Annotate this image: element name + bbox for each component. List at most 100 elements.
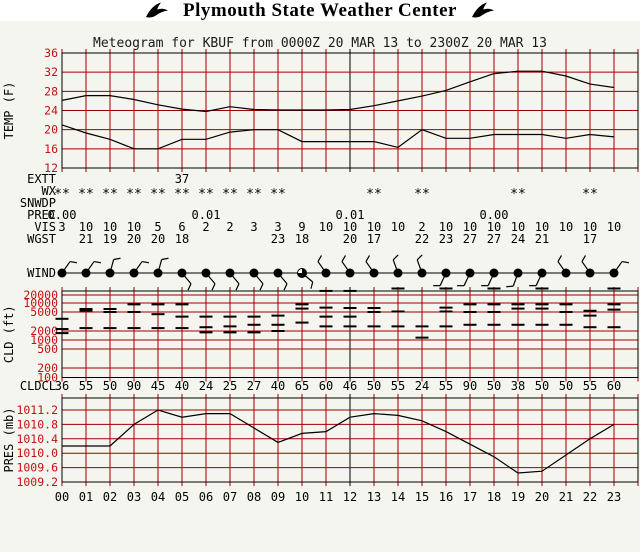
svg-text:18: 18 bbox=[487, 490, 501, 504]
svg-text:9: 9 bbox=[298, 220, 305, 234]
svg-text:20: 20 bbox=[343, 232, 357, 246]
svg-text:0.00: 0.00 bbox=[480, 208, 509, 222]
svg-text:3: 3 bbox=[250, 220, 257, 234]
pressure-line bbox=[62, 409, 615, 474]
svg-text:EXTT: EXTT bbox=[27, 172, 56, 186]
svg-text:20000: 20000 bbox=[23, 288, 58, 302]
svg-text:TEMP (F): TEMP (F) bbox=[2, 82, 16, 140]
svg-text:10: 10 bbox=[607, 220, 621, 234]
svg-text:SNWDP: SNWDP bbox=[20, 196, 56, 210]
svg-text:10: 10 bbox=[319, 220, 333, 234]
svg-text:10: 10 bbox=[103, 220, 117, 234]
svg-text:**: ** bbox=[174, 187, 190, 202]
svg-text:18: 18 bbox=[295, 232, 309, 246]
wgst-row: WGST 21 19 20 20 18 23 18 20 17 22 23 27 27 24 21 17 bbox=[27, 232, 597, 246]
page-title: Plymouth State Weather Center bbox=[183, 0, 457, 21]
svg-text:**: ** bbox=[246, 187, 262, 202]
svg-text:**: ** bbox=[198, 187, 214, 202]
svg-text:**: ** bbox=[582, 187, 598, 202]
svg-text:24: 24 bbox=[415, 379, 429, 393]
svg-text:1010.0: 1010.0 bbox=[16, 446, 58, 460]
svg-text:10: 10 bbox=[367, 220, 381, 234]
svg-text:**: ** bbox=[150, 187, 166, 202]
svg-text:PRES (mb): PRES (mb) bbox=[2, 407, 16, 472]
svg-text:50: 50 bbox=[367, 379, 381, 393]
svg-text:55: 55 bbox=[79, 379, 93, 393]
svg-text:12: 12 bbox=[343, 490, 357, 504]
svg-text:20: 20 bbox=[44, 123, 58, 137]
title-bar: Plymouth State Weather Center bbox=[0, 0, 640, 21]
svg-text:**: ** bbox=[366, 187, 382, 202]
svg-text:04: 04 bbox=[151, 490, 165, 504]
svg-text:1000: 1000 bbox=[30, 333, 58, 347]
svg-text:100: 100 bbox=[37, 371, 58, 385]
svg-text:40: 40 bbox=[271, 379, 285, 393]
svg-text:17: 17 bbox=[463, 490, 477, 504]
svg-text:CLD (ft): CLD (ft) bbox=[2, 305, 16, 363]
svg-text:06: 06 bbox=[199, 490, 213, 504]
svg-text:37: 37 bbox=[175, 172, 189, 186]
svg-text:2: 2 bbox=[418, 220, 425, 234]
svg-text:46: 46 bbox=[343, 379, 357, 393]
svg-text:02: 02 bbox=[103, 490, 117, 504]
svg-text:3: 3 bbox=[274, 220, 281, 234]
svg-text:1010.4: 1010.4 bbox=[16, 432, 58, 446]
temp-lines bbox=[61, 70, 615, 150]
svg-text:**: ** bbox=[54, 187, 70, 202]
svg-text:10: 10 bbox=[127, 220, 141, 234]
chart-subtitle: Meteogram for KBUF from 0000Z 20 MAR 13 … bbox=[93, 36, 547, 51]
svg-text:40: 40 bbox=[175, 379, 189, 393]
svg-text:18: 18 bbox=[175, 232, 189, 246]
cloud-panel-grid bbox=[61, 287, 639, 382]
svg-text:2: 2 bbox=[202, 220, 209, 234]
svg-text:27: 27 bbox=[487, 232, 501, 246]
svg-text:27: 27 bbox=[463, 232, 477, 246]
svg-text:50: 50 bbox=[535, 379, 549, 393]
svg-text:1010.8: 1010.8 bbox=[16, 417, 58, 431]
svg-text:36: 36 bbox=[55, 379, 69, 393]
svg-text:13: 13 bbox=[367, 490, 381, 504]
svg-text:10: 10 bbox=[535, 220, 549, 234]
svg-text:50: 50 bbox=[103, 379, 117, 393]
svg-text:45: 45 bbox=[151, 379, 165, 393]
svg-text:90: 90 bbox=[127, 379, 141, 393]
svg-text:50: 50 bbox=[559, 379, 573, 393]
svg-text:15: 15 bbox=[415, 490, 429, 504]
svg-text:20: 20 bbox=[535, 490, 549, 504]
svg-text:24: 24 bbox=[44, 104, 58, 118]
svg-text:10: 10 bbox=[439, 220, 453, 234]
bird-right-icon bbox=[471, 2, 494, 17]
snwdp-row: SNWDP bbox=[20, 196, 56, 210]
svg-text:20: 20 bbox=[151, 232, 165, 246]
svg-text:60: 60 bbox=[607, 379, 621, 393]
svg-text:12: 12 bbox=[44, 161, 58, 175]
svg-text:36: 36 bbox=[44, 46, 58, 60]
svg-text:5000: 5000 bbox=[30, 305, 58, 319]
svg-text:23: 23 bbox=[439, 232, 453, 246]
svg-text:16: 16 bbox=[439, 490, 453, 504]
svg-text:03: 03 bbox=[127, 490, 141, 504]
extt-row: EXTT 37 bbox=[27, 172, 189, 186]
svg-text:WGST: WGST bbox=[27, 232, 56, 246]
svg-text:5: 5 bbox=[154, 220, 161, 234]
svg-text:**: ** bbox=[102, 187, 118, 202]
pressure-panel-grid bbox=[61, 394, 639, 486]
svg-text:23: 23 bbox=[271, 232, 285, 246]
dewpoint-line bbox=[61, 124, 615, 150]
svg-text:10: 10 bbox=[487, 220, 501, 234]
svg-text:10: 10 bbox=[391, 220, 405, 234]
svg-text:65: 65 bbox=[295, 379, 309, 393]
svg-text:3: 3 bbox=[58, 220, 65, 234]
temperature-line bbox=[61, 70, 615, 113]
svg-text:**: ** bbox=[510, 187, 526, 202]
svg-text:38: 38 bbox=[511, 379, 525, 393]
svg-text:50: 50 bbox=[487, 379, 501, 393]
hour-axis-labels: 00 01 02 03 04 05 06 07 08 09 10 11 12 13 14 15 16 17 18 19… bbox=[55, 490, 621, 504]
svg-text:21: 21 bbox=[559, 490, 573, 504]
svg-text:10: 10 bbox=[463, 220, 477, 234]
svg-text:05: 05 bbox=[175, 490, 189, 504]
